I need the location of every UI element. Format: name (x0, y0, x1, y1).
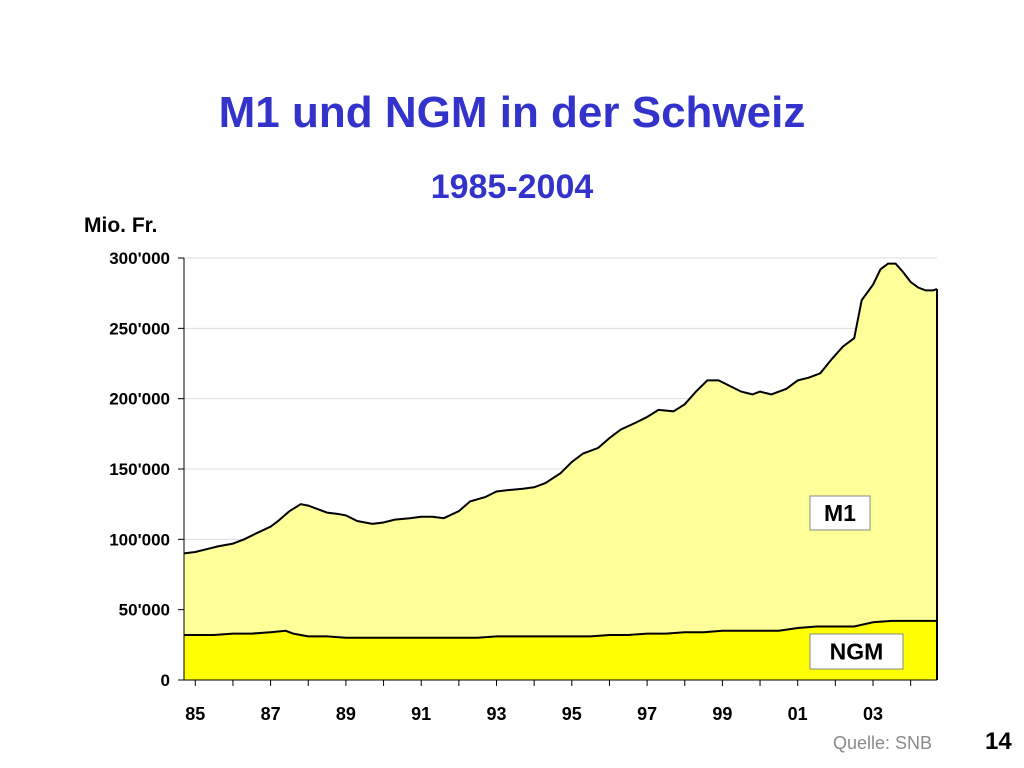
chart-subtitle: 1985-2004 (430, 168, 594, 206)
y-tick-label-3: 150'000 (109, 460, 170, 479)
x-tick-label-8: 01 (788, 704, 808, 724)
source-note: Quelle: SNB (833, 733, 933, 753)
x-tick-label-6: 97 (637, 704, 657, 724)
x-tick-label-2: 89 (336, 704, 356, 724)
series-label-box-m1 (809, 495, 871, 531)
y-tick-label-5: 250'000 (109, 319, 170, 338)
x-tick-label-1: 87 (261, 704, 281, 724)
x-tick-label-3: 91 (411, 704, 431, 724)
x-tick-label-4: 93 (486, 704, 506, 724)
x-tick-label-9: 03 (863, 704, 883, 724)
series-line-m1 (183, 262, 938, 555)
y-axis-label: Mio. Fr. (84, 214, 158, 237)
series-line-ngm (184, 619, 937, 639)
series-label-box-ngm (809, 633, 904, 670)
y-tick-label-0: 0 (161, 671, 170, 690)
y-tick-label-1: 50'000 (119, 601, 170, 620)
series-area-m1 (184, 263, 937, 680)
series-label-text-ngm: NGM (830, 639, 884, 665)
y-tick-label-6: 300'000 (109, 249, 170, 268)
x-tick-label-0: 85 (185, 704, 205, 724)
x-tick-label-5: 95 (562, 704, 582, 724)
x-tick-label-7: 99 (712, 704, 732, 724)
series-label-m1: M1 (809, 495, 871, 531)
page-number: 14 (985, 728, 1012, 755)
series-area-ngm (184, 620, 937, 680)
series-label-ngm: NGM (809, 633, 904, 670)
y-tick-label-4: 200'000 (109, 390, 170, 409)
chart-title: M1 und NGM in der Schweiz (218, 88, 806, 137)
y-tick-label-2: 100'000 (109, 530, 170, 549)
series-label-text-m1: M1 (824, 500, 856, 526)
